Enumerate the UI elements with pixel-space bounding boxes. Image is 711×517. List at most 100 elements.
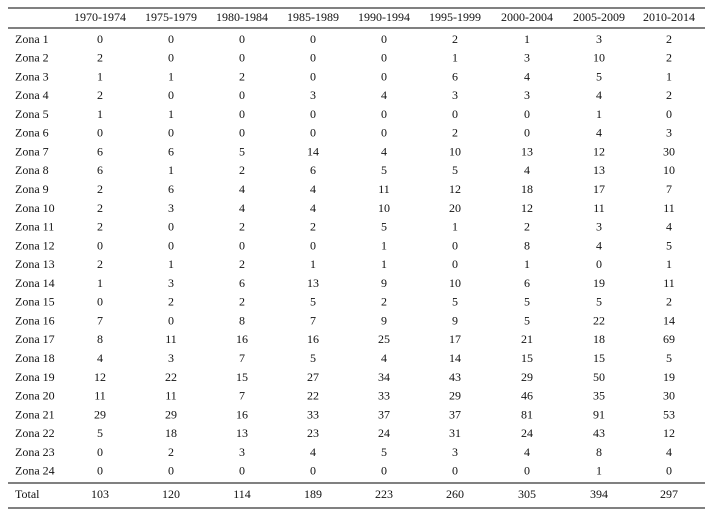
cell: 12 [94, 370, 106, 384]
cell: 4 [381, 351, 387, 365]
cell: 27 [307, 370, 319, 384]
cell: 3 [239, 445, 245, 459]
cell: 29 [449, 389, 461, 403]
cell: 2 [666, 32, 672, 46]
cell: 37 [449, 407, 461, 421]
cell: 0 [452, 107, 458, 121]
cell: 69 [663, 332, 675, 346]
cell: 30 [663, 389, 675, 403]
cell: 22 [307, 389, 319, 403]
cell: 1 [666, 69, 672, 83]
row-label: Zona 19 [15, 370, 55, 384]
cell: 1 [97, 276, 103, 290]
cell: 0 [524, 107, 530, 121]
row-label: Zona 17 [15, 332, 55, 346]
row-label: Zona 22 [15, 426, 55, 440]
column-header: 1990-1994 [358, 10, 410, 24]
cell: 81 [521, 407, 533, 421]
cell: 15 [521, 351, 533, 365]
cell: 5 [381, 220, 387, 234]
row-label: Zona 18 [15, 351, 55, 365]
cell: 0 [97, 126, 103, 140]
cell: 25 [378, 332, 390, 346]
cell: 22 [165, 370, 177, 384]
cell: 1 [666, 257, 672, 271]
cell: 2 [239, 220, 245, 234]
cell: 0 [168, 126, 174, 140]
cell: 4 [524, 69, 530, 83]
cell: 6 [168, 182, 174, 196]
cell: 3 [168, 351, 174, 365]
cell: 3 [310, 88, 316, 102]
row-label: Zona 7 [15, 144, 49, 158]
cell: 14 [449, 351, 461, 365]
cell: 11 [165, 332, 177, 346]
cell: 0 [310, 51, 316, 65]
column-header: 1975-1979 [145, 10, 197, 24]
cell: 21 [521, 332, 533, 346]
cell: 0 [310, 238, 316, 252]
cell: 8 [239, 313, 245, 327]
cell: 7 [310, 313, 316, 327]
cell: 35 [593, 389, 605, 403]
cell: 5 [524, 295, 530, 309]
cell: 0 [239, 126, 245, 140]
cell: 5 [381, 445, 387, 459]
cell: 189 [304, 487, 322, 501]
cell: 114 [233, 487, 251, 501]
cell: 0 [381, 126, 387, 140]
cell: 19 [663, 370, 675, 384]
cell: 0 [524, 464, 530, 478]
cell: 11 [663, 201, 675, 215]
cell: 0 [310, 464, 316, 478]
cell: 1 [452, 51, 458, 65]
column-header: 1980-1984 [216, 10, 268, 24]
cell: 120 [162, 487, 180, 501]
row-label: Zona 20 [15, 389, 55, 403]
cell: 2 [666, 51, 672, 65]
cell: 2 [97, 220, 103, 234]
cell: 0 [452, 238, 458, 252]
cell: 5 [596, 69, 602, 83]
cell: 2 [666, 295, 672, 309]
cell: 10 [449, 276, 461, 290]
cell: 0 [452, 257, 458, 271]
cell: 12 [449, 182, 461, 196]
cell: 2 [310, 220, 316, 234]
cell: 2 [452, 32, 458, 46]
cell: 3 [452, 445, 458, 459]
cell: 29 [521, 370, 533, 384]
cell: 1 [97, 107, 103, 121]
cell: 4 [524, 445, 530, 459]
cell: 2 [239, 69, 245, 83]
cell: 3 [596, 220, 602, 234]
cell: 1 [310, 257, 316, 271]
cell: 11 [593, 201, 605, 215]
cell: 0 [239, 32, 245, 46]
cell: 14 [663, 313, 675, 327]
column-header: 2010-2014 [643, 10, 695, 24]
cell: 34 [378, 370, 390, 384]
cell: 16 [236, 332, 248, 346]
cell: 5 [97, 426, 103, 440]
cell: 0 [239, 51, 245, 65]
cell: 0 [310, 107, 316, 121]
row-label: Zona 23 [15, 445, 55, 459]
cell: 10 [663, 163, 675, 177]
cell: 4 [666, 445, 672, 459]
cell: 33 [307, 407, 319, 421]
cell: 2 [239, 163, 245, 177]
cell: 394 [590, 487, 608, 501]
row-label: Zona 24 [15, 464, 55, 478]
cell: 8 [524, 238, 530, 252]
cell: 9 [381, 276, 387, 290]
cell: 6 [97, 144, 103, 158]
cell: 5 [310, 351, 316, 365]
cell: 10 [378, 201, 390, 215]
cell: 16 [236, 407, 248, 421]
cell: 0 [168, 313, 174, 327]
cell: 4 [310, 201, 316, 215]
cell: 0 [666, 464, 672, 478]
cell: 0 [666, 107, 672, 121]
